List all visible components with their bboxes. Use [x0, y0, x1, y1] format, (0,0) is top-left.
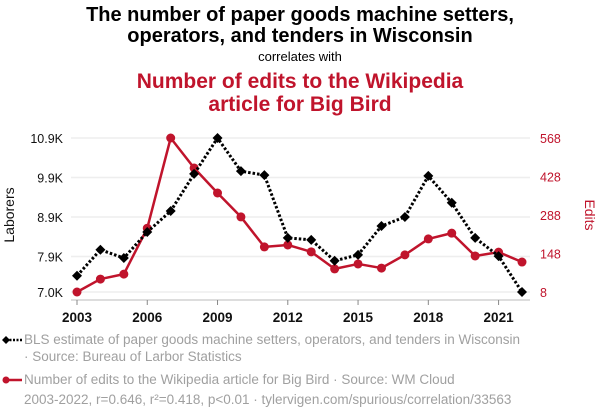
series1-point	[376, 221, 387, 232]
y-left-tick-label: 7.0K	[37, 286, 63, 300]
y-right-tick-label: 148	[540, 248, 561, 262]
legend-item-series2: Number of edits to the Wikipedia article…	[24, 372, 455, 387]
series2-point	[376, 263, 386, 273]
x-tick-label: 2012	[273, 310, 303, 325]
series2-point	[353, 259, 363, 269]
y-right-tick-label: 568	[540, 132, 561, 146]
series2-point	[330, 264, 340, 274]
series2-point	[119, 269, 129, 279]
series1-point	[517, 287, 527, 297]
series1-point	[470, 232, 481, 243]
series2-point	[166, 133, 176, 143]
series1-point	[353, 249, 364, 260]
series1-point	[282, 232, 293, 243]
legend-item-series1: BLS estimate of paper goods machine sett…	[24, 331, 520, 365]
series2-point	[95, 274, 105, 284]
y-left-tick-label: 7.9K	[37, 250, 63, 264]
y-left-tick-label: 8.9K	[37, 211, 63, 225]
y-right-tick-label: 8	[540, 286, 547, 300]
x-tick-label: 2021	[484, 310, 515, 325]
series1-point	[446, 197, 457, 208]
series2-point	[400, 250, 410, 260]
legend-series1-line2: · Source: Bureau of Larbor Statistics	[24, 349, 242, 364]
chart-title-line1: The number of paper goods machine setter…	[86, 4, 514, 26]
series2-point	[236, 212, 246, 222]
series2-point	[213, 188, 223, 198]
series1-point	[423, 170, 434, 181]
series1-point	[118, 253, 129, 264]
chart-title2-line2: article for Big Bird	[208, 93, 392, 116]
x-tick-label: 2015	[343, 310, 374, 325]
series1-point	[212, 133, 223, 143]
series2-line	[76, 136, 523, 294]
x-tick-label: 2006	[132, 310, 163, 325]
series1-line	[75, 135, 524, 293]
chart-title-line2: operators, and tenders in Wisconsin	[127, 25, 473, 47]
series2-point	[470, 251, 480, 261]
footer-stats: 2003-2022, r=0.646, r²=0.418, p<0.01 · t…	[24, 392, 512, 407]
y-right-axis-label: Edits	[582, 199, 598, 230]
series1-point	[165, 206, 176, 217]
chart-title: The number of paper goods machine setter…	[0, 5, 600, 47]
y-right-tick-label: 288	[540, 209, 561, 223]
legend-diamond-dotted-icon	[2, 336, 22, 344]
series2-point	[189, 163, 199, 173]
chart-title-secondary: Number of edits to the Wikipedia article…	[0, 70, 600, 116]
series1-point	[72, 270, 82, 281]
series1-point	[329, 255, 340, 266]
series1-point	[493, 251, 504, 262]
series1-point	[399, 211, 410, 222]
connector-text: correlates with	[258, 49, 342, 64]
chart-title2-line1: Number of edits to the Wikipedia	[136, 70, 464, 93]
series1-point	[189, 168, 200, 179]
x-tick-label: 2009	[203, 310, 233, 325]
legend-series1-line1: BLS estimate of paper goods machine sett…	[24, 332, 521, 347]
x-tick-label: 2018	[413, 310, 444, 325]
series2-point	[283, 240, 293, 250]
series1-point	[235, 166, 246, 177]
y-right-tick-label: 428	[540, 171, 561, 185]
series2-point	[72, 287, 82, 297]
series2-point	[423, 234, 433, 244]
series2-point	[517, 257, 527, 267]
y-left-axis-label: Laborers	[1, 187, 17, 242]
y-left-tick-label: 10.9K	[30, 132, 63, 146]
series2-point	[259, 242, 269, 252]
series1-point	[259, 170, 270, 181]
legend-circle-line-icon	[2, 376, 22, 384]
series2-point	[306, 247, 316, 257]
series1-point	[142, 226, 153, 237]
series1-point	[306, 234, 317, 245]
series2-point	[447, 228, 457, 238]
y-left-tick-label: 9.9K	[37, 171, 63, 185]
x-tick-label: 2003	[62, 310, 93, 325]
series1-point	[95, 244, 106, 255]
